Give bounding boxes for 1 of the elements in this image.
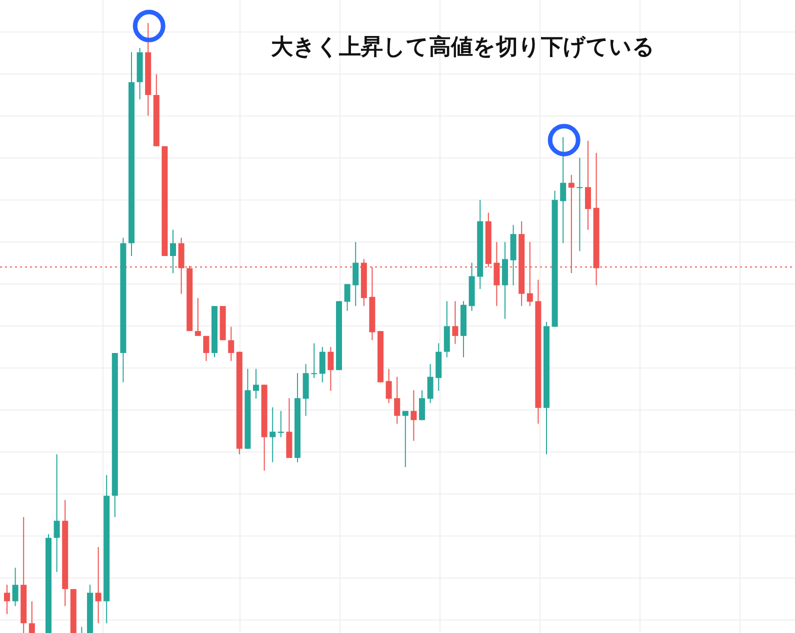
annotation: 大きく上昇して高値を切り下げている — [271, 34, 655, 60]
